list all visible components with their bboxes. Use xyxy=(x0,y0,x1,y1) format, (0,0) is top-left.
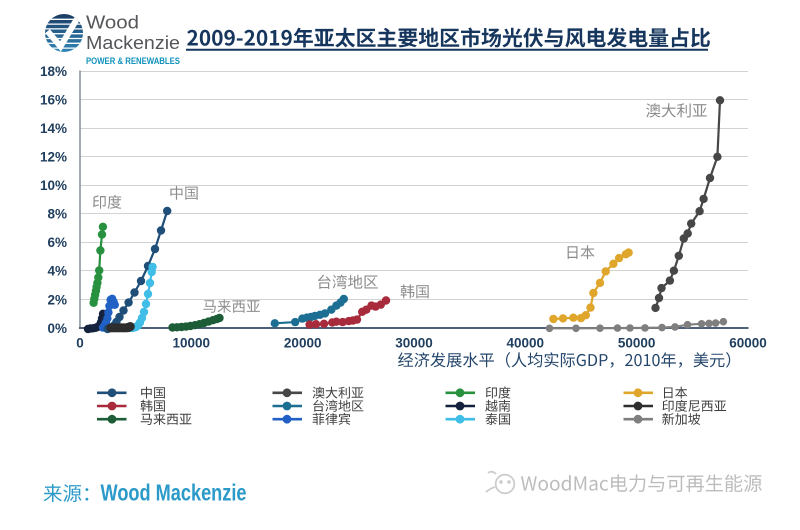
svg-text:50000: 50000 xyxy=(618,336,656,351)
svg-text:10%: 10% xyxy=(40,178,67,193)
svg-text:8%: 8% xyxy=(47,207,67,222)
svg-text:12%: 12% xyxy=(40,150,67,165)
svg-text:0%: 0% xyxy=(47,321,67,336)
svg-text:10000: 10000 xyxy=(173,336,211,351)
svg-text:16%: 16% xyxy=(40,93,67,108)
svg-text:20000: 20000 xyxy=(284,336,322,351)
svg-text:14%: 14% xyxy=(40,121,67,136)
svg-text:18%: 18% xyxy=(40,64,67,79)
svg-text:30000: 30000 xyxy=(395,336,433,351)
svg-text:Wood Mackenzie: Wood Mackenzie xyxy=(101,480,247,506)
svg-text:60000: 60000 xyxy=(729,336,767,351)
svg-text:Wood: Wood xyxy=(86,12,139,33)
svg-text:Mackenzie: Mackenzie xyxy=(86,32,180,53)
svg-text:2%: 2% xyxy=(47,292,67,307)
svg-text:POWER & RENEWABLES: POWER & RENEWABLES xyxy=(86,55,180,66)
svg-text:40000: 40000 xyxy=(507,336,545,351)
svg-text:0: 0 xyxy=(76,336,84,351)
svg-text:6%: 6% xyxy=(47,235,67,250)
svg-text:4%: 4% xyxy=(47,264,67,279)
